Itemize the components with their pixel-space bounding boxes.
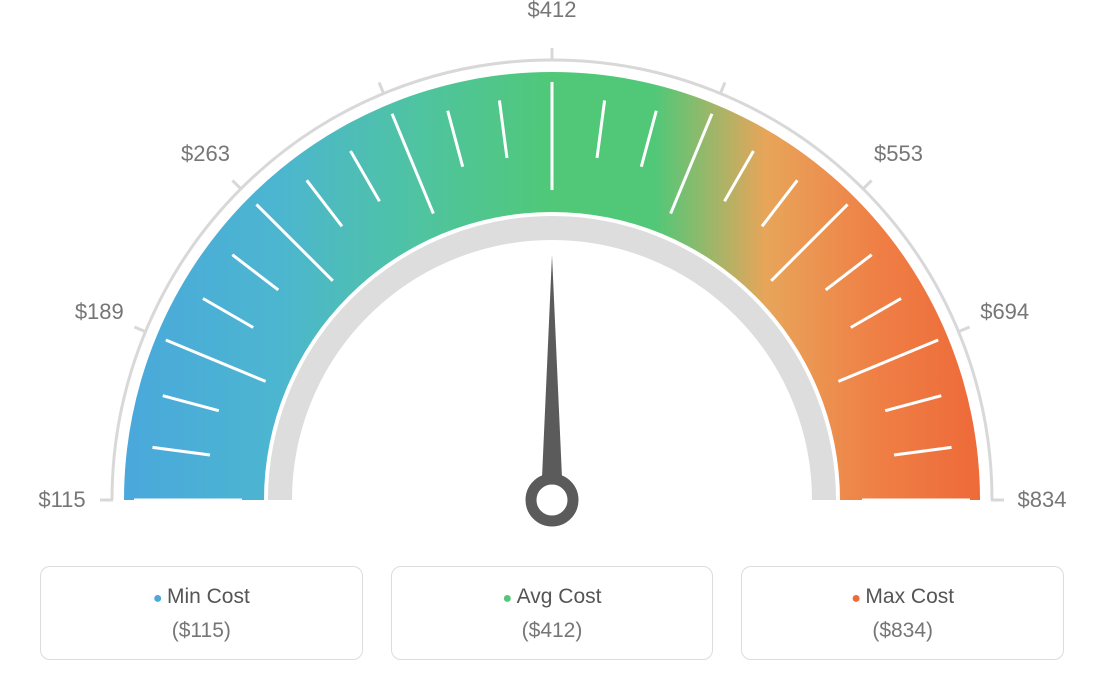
legend-title-min: Min Cost [51,585,352,609]
scale-label: $189 [75,299,124,325]
gauge-svg [0,0,1104,560]
legend-card-max: Max Cost ($834) [741,566,1064,660]
legend-value-max: ($834) [752,619,1053,643]
legend-card-min: Min Cost ($115) [40,566,363,660]
legend-value-avg: ($412) [402,619,703,643]
legend-card-avg: Avg Cost ($412) [391,566,714,660]
cost-gauge-container: $115 $189 $263 $412 $553 $694 $834 Min Cost ($… [0,0,1104,690]
gauge-chart: $115 $189 $263 $412 $553 $694 $834 [0,0,1104,560]
legend-row: Min Cost ($115) Avg Cost ($412) Max Cost… [40,566,1064,660]
scale-label: $553 [874,141,923,167]
scale-label: $834 [1018,487,1067,513]
scale-label: $412 [528,0,577,23]
legend-title-avg: Avg Cost [402,585,703,609]
legend-value-min: ($115) [51,619,352,643]
scale-label: $115 [38,487,85,513]
legend-title-max: Max Cost [752,585,1053,609]
scale-label: $694 [980,299,1029,325]
scale-label: $263 [181,141,230,167]
